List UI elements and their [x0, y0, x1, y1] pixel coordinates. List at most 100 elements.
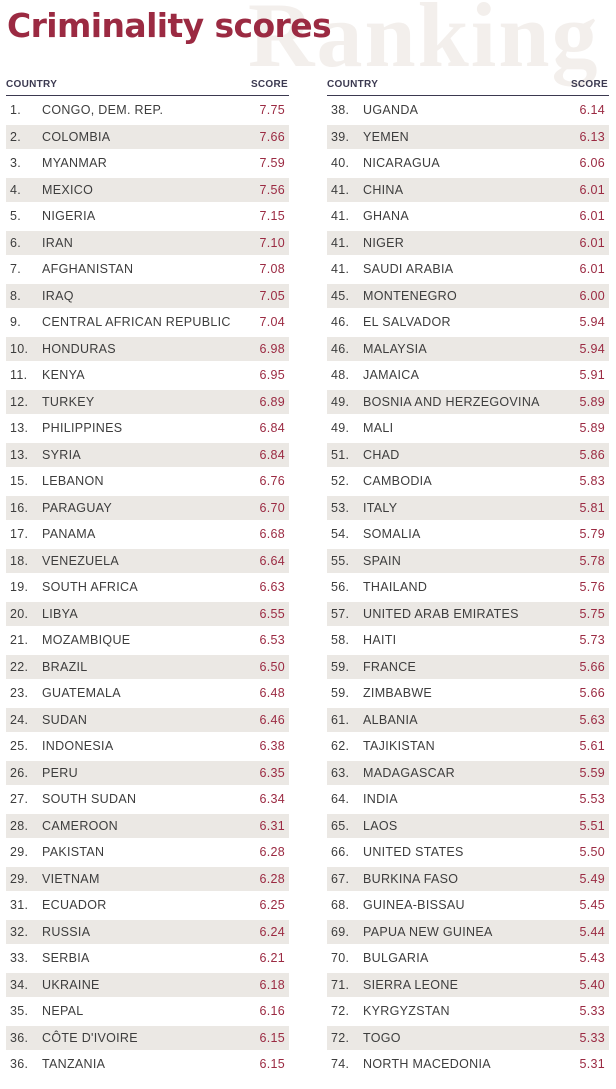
score-cell: 5.91: [579, 368, 605, 383]
rank-cell: 48.: [331, 368, 350, 383]
score-cell: 5.94: [579, 341, 605, 356]
score-cell: 6.34: [259, 792, 285, 807]
country-cell: CENTRAL AFRICAN REPUBLIC: [42, 315, 231, 330]
score-cell: 6.01: [579, 182, 605, 197]
score-cell: 6.13: [579, 129, 605, 144]
rank-cell: 31.: [10, 898, 29, 913]
rank-cell: 66.: [331, 845, 350, 860]
country-cell: CHINA: [363, 182, 404, 197]
table-row: 18. VENEZUELA 6.64: [6, 548, 289, 573]
rank-cell: 36.: [10, 1030, 29, 1045]
score-cell: 5.66: [579, 659, 605, 674]
score-cell: 6.15: [259, 1030, 285, 1045]
table-row: 56. THAILAND 5.76: [327, 575, 609, 600]
score-cell: 7.75: [259, 103, 285, 118]
table-row: 46. EL SALVADOR 5.94: [327, 310, 609, 335]
country-cell: MALI: [363, 421, 394, 436]
score-cell: 5.59: [579, 765, 605, 780]
score-cell: 5.33: [579, 1004, 605, 1019]
score-cell: 5.50: [579, 845, 605, 860]
table-row: 70. BULGARIA 5.43: [327, 946, 609, 971]
table-row: 62. TAJIKISTAN 5.61: [327, 734, 609, 759]
score-cell: 5.61: [579, 739, 605, 754]
score-cell: 5.76: [579, 580, 605, 595]
country-cell: LIBYA: [42, 606, 79, 621]
country-cell: UNITED STATES: [363, 845, 464, 860]
table-row: 35. NEPAL 6.16: [6, 999, 289, 1024]
country-cell: VIETNAM: [42, 871, 100, 886]
score-cell: 6.16: [259, 1004, 285, 1019]
country-cell: HONDURAS: [42, 341, 116, 356]
score-cell: 5.49: [579, 871, 605, 886]
table-row: 54. SOMALIA 5.79: [327, 522, 609, 547]
score-cell: 5.83: [579, 474, 605, 489]
table-row: 61. ALBANIA 5.63: [327, 707, 609, 732]
country-cell: BOSNIA AND HERZEGOVINA: [363, 394, 540, 409]
rank-cell: 27.: [10, 792, 29, 807]
table-row: 10. HONDURAS 6.98: [6, 336, 289, 361]
country-cell: IRAN: [42, 235, 74, 250]
rank-cell: 18.: [10, 553, 29, 568]
country-cell: NICARAGUA: [363, 156, 441, 171]
score-cell: 5.81: [579, 500, 605, 515]
country-cell: MYANMAR: [42, 156, 108, 171]
score-cell: 6.24: [259, 924, 285, 939]
table-row: 26. PERU 6.35: [6, 760, 289, 785]
score-cell: 6.98: [259, 341, 285, 356]
country-cell: SAUDI ARABIA: [363, 262, 454, 277]
country-cell: CAMEROON: [42, 818, 119, 833]
table-row: 27. SOUTH SUDAN 6.34: [6, 787, 289, 812]
rank-cell: 72.: [331, 1030, 350, 1045]
score-cell: 5.63: [579, 712, 605, 727]
table-row: 6. IRAN 7.10: [6, 230, 289, 255]
score-cell: 6.50: [259, 659, 285, 674]
rank-cell: 54.: [331, 527, 350, 542]
rank-cell: 35.: [10, 1004, 29, 1019]
table-row: 19. SOUTH AFRICA 6.63: [6, 575, 289, 600]
rank-cell: 53.: [331, 500, 350, 515]
table-row: 46. MALAYSIA 5.94: [327, 336, 609, 361]
country-cell: NIGERIA: [42, 209, 96, 224]
rank-cell: 49.: [331, 394, 350, 409]
rank-cell: 72.: [331, 1004, 350, 1019]
rank-cell: 69.: [331, 924, 350, 939]
rank-cell: 70.: [331, 951, 350, 966]
rank-cell: 49.: [331, 421, 350, 436]
country-cell: GHANA: [363, 209, 409, 224]
score-cell: 6.95: [259, 368, 285, 383]
table-row: 13. SYRIA 6.84: [6, 442, 289, 467]
table-row: 67. BURKINA FASO 5.49: [327, 866, 609, 891]
table-row: 45. MONTENEGRO 6.00: [327, 283, 609, 308]
rank-cell: 3.: [10, 156, 22, 171]
table-header: COUNTRY SCORE: [6, 74, 289, 96]
rank-cell: 7.: [10, 262, 22, 277]
table-row: 38. UGANDA 6.14: [327, 98, 609, 123]
table-row: 57. UNITED ARAB EMIRATES 5.75: [327, 601, 609, 626]
rank-cell: 45.: [331, 288, 350, 303]
table-row: 13. PHILIPPINES 6.84: [6, 416, 289, 441]
score-cell: 5.53: [579, 792, 605, 807]
rank-cell: 22.: [10, 659, 29, 674]
table-header: COUNTRY SCORE: [327, 74, 609, 96]
rank-cell: 40.: [331, 156, 350, 171]
country-cell: NIGER: [363, 235, 405, 250]
table-row: 69. PAPUA NEW GUINEA 5.44: [327, 919, 609, 944]
country-cell: TAJIKISTAN: [363, 739, 435, 754]
rank-cell: 39.: [331, 129, 350, 144]
table-row: 59. ZIMBABWE 5.66: [327, 681, 609, 706]
score-cell: 5.75: [579, 606, 605, 621]
score-cell: 6.14: [579, 103, 605, 118]
rank-cell: 65.: [331, 818, 350, 833]
country-cell: MALAYSIA: [363, 341, 427, 356]
table-row: 49. BOSNIA AND HERZEGOVINA 5.89: [327, 389, 609, 414]
table-row: 72. KYRGYZSTAN 5.33: [327, 999, 609, 1024]
watermark-text: Ranking: [248, 0, 600, 86]
table-row: 40. NICARAGUA 6.06: [327, 151, 609, 176]
table-row: 41. NIGER 6.01: [327, 230, 609, 255]
rank-cell: 28.: [10, 818, 29, 833]
rank-cell: 41.: [331, 182, 350, 197]
table-row: 36. CÔTE D'IVOIRE 6.15: [6, 1025, 289, 1050]
rank-cell: 9.: [10, 315, 22, 330]
score-cell: 6.28: [259, 845, 285, 860]
country-cell: YEMEN: [363, 129, 409, 144]
